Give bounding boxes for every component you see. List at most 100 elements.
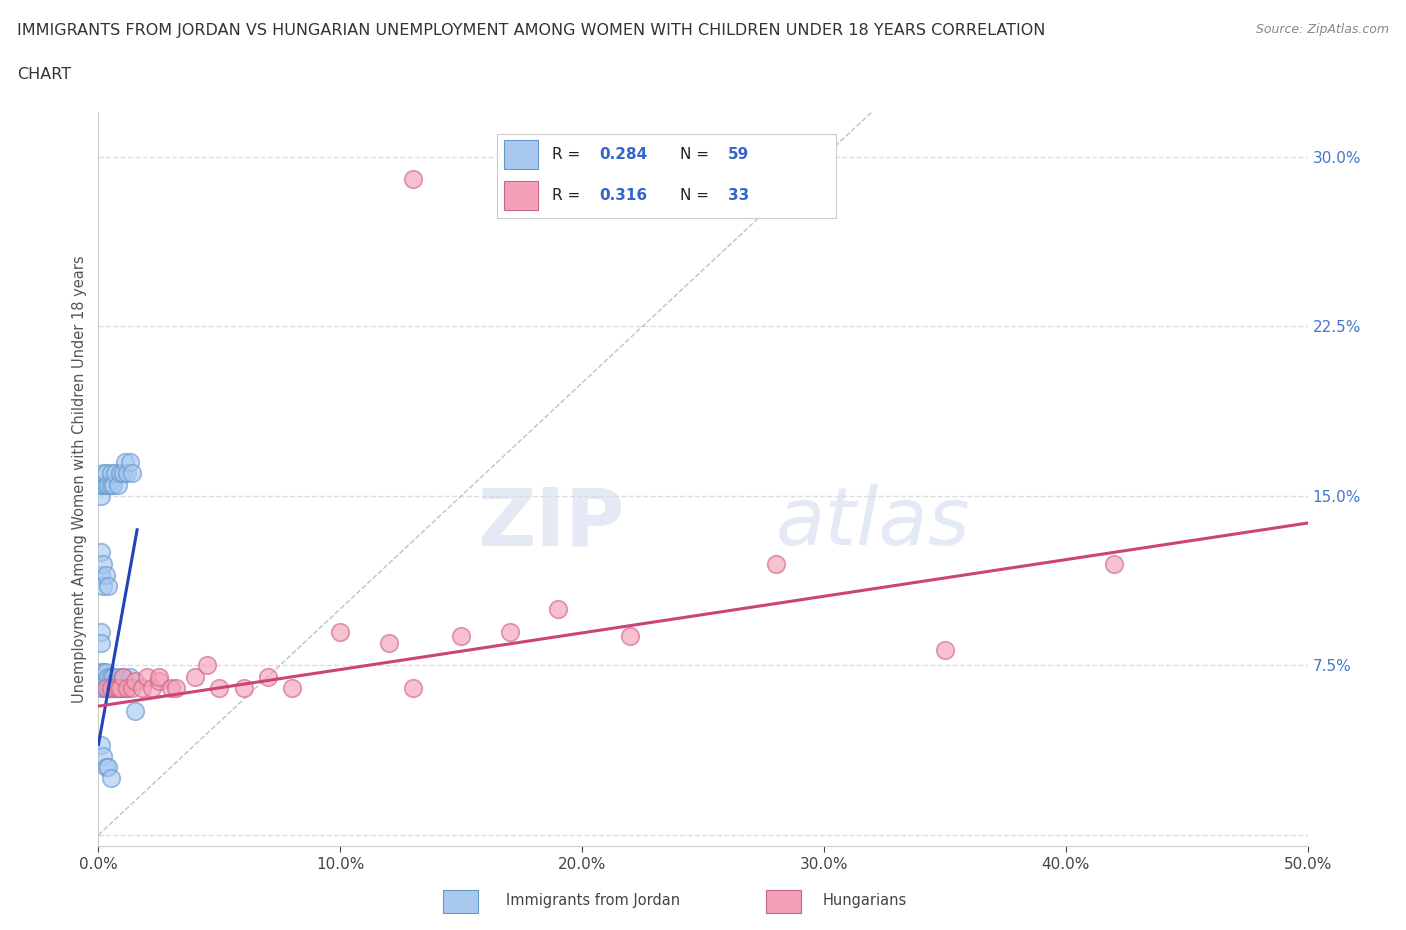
Point bbox=[450, 629, 472, 644]
Point bbox=[90, 737, 112, 752]
Point bbox=[100, 466, 122, 481]
Point bbox=[90, 567, 112, 582]
Text: atlas: atlas bbox=[776, 484, 970, 562]
Point bbox=[131, 681, 153, 696]
Point bbox=[619, 629, 641, 644]
Text: Source: ZipAtlas.com: Source: ZipAtlas.com bbox=[1256, 23, 1389, 36]
Point bbox=[135, 670, 157, 684]
Point bbox=[195, 658, 218, 673]
Point bbox=[100, 771, 122, 786]
Point bbox=[114, 455, 136, 470]
Point bbox=[91, 466, 114, 481]
Point bbox=[121, 681, 143, 696]
Point bbox=[97, 760, 120, 775]
Point bbox=[94, 466, 117, 481]
Point bbox=[111, 670, 134, 684]
Point bbox=[111, 670, 134, 684]
Point bbox=[101, 681, 124, 696]
Point bbox=[118, 670, 141, 684]
Point bbox=[90, 624, 112, 639]
Point bbox=[94, 760, 117, 775]
Point bbox=[97, 477, 120, 492]
Point bbox=[100, 681, 122, 696]
Point bbox=[97, 670, 120, 684]
Point bbox=[124, 674, 146, 689]
Point bbox=[498, 624, 520, 639]
Point bbox=[108, 466, 131, 481]
Point bbox=[104, 681, 127, 696]
Point bbox=[402, 172, 425, 187]
Point bbox=[121, 466, 143, 481]
Point bbox=[91, 578, 114, 593]
Point bbox=[100, 670, 122, 684]
Text: Hungarians: Hungarians bbox=[823, 893, 907, 908]
Point bbox=[104, 466, 127, 481]
Point bbox=[90, 681, 112, 696]
Point bbox=[91, 665, 114, 680]
Point bbox=[90, 477, 112, 492]
Point bbox=[101, 670, 124, 684]
Point bbox=[104, 681, 127, 696]
Point bbox=[91, 681, 114, 696]
Point bbox=[100, 681, 122, 696]
Point bbox=[329, 624, 352, 639]
Point bbox=[256, 670, 278, 684]
Point bbox=[94, 674, 117, 689]
Point bbox=[90, 670, 112, 684]
Point bbox=[90, 488, 112, 503]
Text: IMMIGRANTS FROM JORDAN VS HUNGARIAN UNEMPLOYMENT AMONG WOMEN WITH CHILDREN UNDER: IMMIGRANTS FROM JORDAN VS HUNGARIAN UNEM… bbox=[17, 23, 1045, 38]
Point bbox=[94, 681, 117, 696]
Point bbox=[160, 681, 183, 696]
Point bbox=[91, 749, 114, 764]
Point bbox=[232, 681, 254, 696]
Point bbox=[402, 681, 425, 696]
Point bbox=[91, 556, 114, 571]
Point bbox=[101, 477, 124, 492]
Point bbox=[765, 556, 787, 571]
Point bbox=[107, 681, 129, 696]
Point bbox=[91, 477, 114, 492]
Y-axis label: Unemployment Among Women with Children Under 18 years: Unemployment Among Women with Children U… bbox=[72, 255, 87, 703]
Point bbox=[208, 681, 231, 696]
Text: CHART: CHART bbox=[17, 67, 70, 82]
Point bbox=[934, 643, 956, 658]
Point bbox=[94, 477, 117, 492]
Point bbox=[94, 681, 117, 696]
Point bbox=[107, 477, 129, 492]
Point bbox=[107, 670, 129, 684]
Point bbox=[148, 674, 170, 689]
Point bbox=[108, 681, 131, 696]
Point bbox=[111, 681, 134, 696]
Text: Immigrants from Jordan: Immigrants from Jordan bbox=[506, 893, 681, 908]
Point bbox=[117, 466, 139, 481]
Point bbox=[114, 681, 136, 696]
Point bbox=[107, 681, 129, 696]
Point bbox=[94, 567, 117, 582]
Point bbox=[90, 635, 112, 650]
Point bbox=[90, 545, 112, 560]
Point bbox=[118, 455, 141, 470]
Point bbox=[141, 681, 163, 696]
Point bbox=[94, 665, 117, 680]
Point bbox=[108, 681, 131, 696]
Point bbox=[547, 602, 569, 617]
Point bbox=[97, 681, 120, 696]
Point bbox=[104, 674, 127, 689]
Point bbox=[124, 703, 146, 718]
Point bbox=[377, 635, 399, 650]
Point bbox=[165, 681, 187, 696]
Point bbox=[117, 681, 139, 696]
Point bbox=[90, 665, 112, 680]
Point bbox=[111, 466, 134, 481]
Point bbox=[117, 681, 139, 696]
Point bbox=[100, 681, 122, 696]
Point bbox=[148, 670, 170, 684]
Point bbox=[97, 578, 120, 593]
Point bbox=[91, 674, 114, 689]
Point bbox=[1102, 556, 1125, 571]
Point bbox=[100, 477, 122, 492]
Text: ZIP: ZIP bbox=[477, 484, 624, 562]
Point bbox=[108, 674, 131, 689]
Point bbox=[184, 670, 207, 684]
Point bbox=[281, 681, 304, 696]
